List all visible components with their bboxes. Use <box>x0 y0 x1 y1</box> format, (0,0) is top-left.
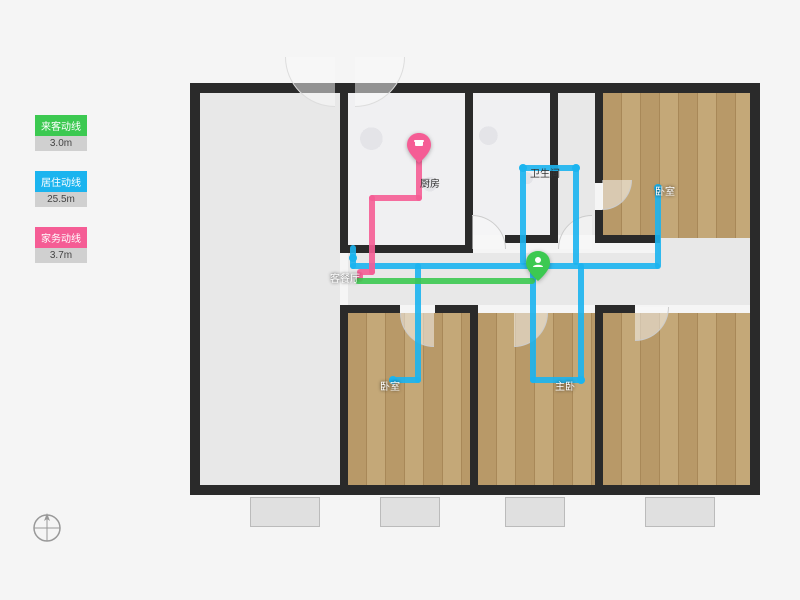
floor-wood <box>348 313 470 485</box>
floor-tile <box>658 238 750 305</box>
wall <box>435 305 478 313</box>
map-pin-icon <box>407 133 431 163</box>
floor-wood <box>603 313 750 485</box>
floor-marble <box>348 93 465 245</box>
legend-label: 居住动线 <box>35 171 87 192</box>
wall <box>505 235 558 243</box>
room-label: 卧室 <box>380 378 400 393</box>
window-sill <box>250 497 320 527</box>
path-segment <box>369 195 422 201</box>
legend-value: 25.5m <box>35 192 87 207</box>
compass-icon <box>30 511 64 550</box>
path-legend: 来客动线 3.0m 居住动线 25.5m 家务动线 3.7m <box>35 115 87 283</box>
path-segment <box>350 263 660 269</box>
path-segment <box>355 278 535 284</box>
map-pin-icon <box>526 251 550 281</box>
wall <box>340 305 348 495</box>
wall <box>600 235 660 243</box>
wall <box>190 83 760 93</box>
wall <box>595 305 635 313</box>
wall <box>340 83 348 253</box>
legend-item-chore: 家务动线 3.7m <box>35 227 87 263</box>
floorplan-canvas: 厨房卫生间卧室客餐厅卧室主卧 <box>190 45 760 495</box>
wall <box>595 305 603 495</box>
wall <box>470 305 478 495</box>
room-label: 主卧 <box>555 378 575 393</box>
floor-wood <box>603 93 750 238</box>
path-segment <box>578 263 584 383</box>
wall <box>750 83 760 495</box>
window-sill <box>645 497 715 527</box>
wall <box>190 83 200 495</box>
path-segment <box>369 195 375 275</box>
wall <box>340 245 470 253</box>
path-node <box>572 164 580 172</box>
wall <box>550 83 558 243</box>
floor-tile <box>200 93 340 485</box>
path-node <box>577 376 585 384</box>
room-label: 卫生间 <box>530 165 560 180</box>
path-node <box>519 164 527 172</box>
legend-item-guest: 来客动线 3.0m <box>35 115 87 151</box>
legend-value: 3.0m <box>35 136 87 151</box>
legend-item-live: 居住动线 25.5m <box>35 171 87 207</box>
window-sill <box>505 497 565 527</box>
room-label: 厨房 <box>420 175 440 190</box>
wall <box>345 305 400 313</box>
path-segment <box>573 165 579 265</box>
floor-marble <box>473 93 550 235</box>
path-node <box>349 254 357 262</box>
room-label: 卧室 <box>655 183 675 198</box>
legend-label: 来客动线 <box>35 115 87 136</box>
legend-label: 家务动线 <box>35 227 87 248</box>
room-label: 客餐厅 <box>330 270 360 285</box>
wall <box>595 83 603 183</box>
legend-value: 3.7m <box>35 248 87 263</box>
window-sill <box>380 497 440 527</box>
path-segment <box>520 165 526 265</box>
